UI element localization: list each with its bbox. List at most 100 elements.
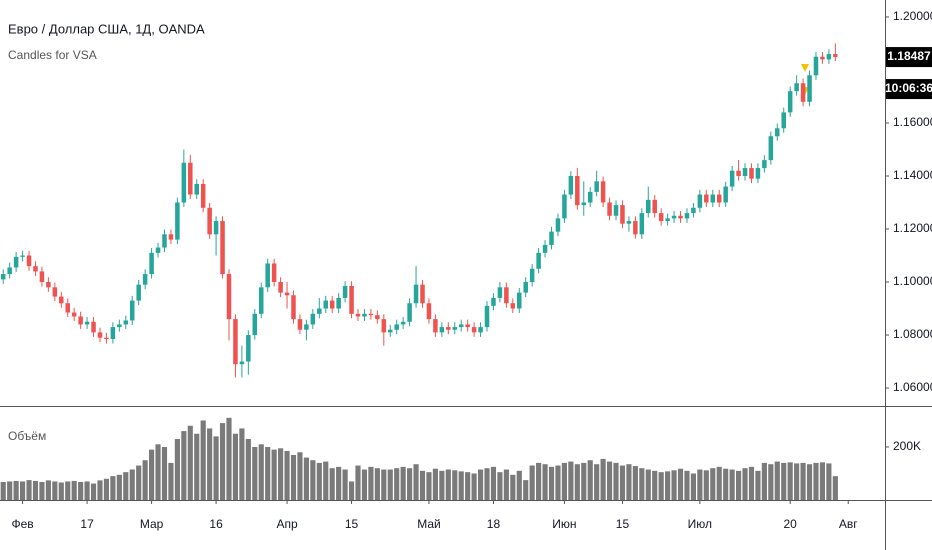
volume-bar xyxy=(290,454,297,500)
candle-body xyxy=(594,181,599,192)
candle-body xyxy=(497,287,503,298)
candle-body xyxy=(233,319,238,365)
candle-body xyxy=(646,199,651,214)
volume-bar xyxy=(503,469,509,500)
y-tick-label: 1.14000 xyxy=(893,168,932,182)
candle-body xyxy=(723,186,728,203)
volume-bar xyxy=(381,469,387,500)
volume-bar xyxy=(181,431,187,500)
volume-bar xyxy=(200,420,206,500)
volume-bar xyxy=(348,481,355,500)
countdown-box xyxy=(886,79,932,100)
candle-body xyxy=(504,287,509,304)
volume-bar xyxy=(774,461,780,500)
volume-bar xyxy=(155,444,161,500)
candle-body xyxy=(207,207,212,235)
volume-bar xyxy=(768,464,774,500)
volume-bar xyxy=(71,480,77,500)
candle-body xyxy=(136,284,141,301)
candle-body xyxy=(13,256,19,268)
candle-body xyxy=(446,327,451,330)
candle-body xyxy=(362,313,367,317)
candle-body xyxy=(284,292,290,296)
candle-body xyxy=(310,313,316,325)
candle-body xyxy=(71,312,77,317)
candle-body xyxy=(104,337,109,340)
y-tick-label: 1.20000 xyxy=(893,9,932,23)
candle-body xyxy=(368,313,374,316)
candle-body xyxy=(568,175,574,195)
volume-bar xyxy=(19,481,26,500)
candle-body xyxy=(704,194,709,203)
y-tick-label: 1.10000 xyxy=(893,274,932,288)
volume-bar xyxy=(84,481,90,500)
candle-body xyxy=(826,54,832,60)
volume-bar xyxy=(303,457,309,500)
countdown-label: 10:06:36 xyxy=(885,81,932,95)
volume-bar xyxy=(510,474,516,500)
x-tick-label: 18 xyxy=(487,517,501,531)
candle-body xyxy=(658,213,664,222)
volume-bar xyxy=(323,461,329,500)
volume-bar xyxy=(0,481,6,500)
volume-bar xyxy=(729,469,735,500)
volume-bar xyxy=(52,481,58,500)
x-tick-label: 15 xyxy=(616,517,630,531)
candle-body xyxy=(775,128,780,137)
volume-bar xyxy=(439,470,445,500)
x-tick-label: Фев xyxy=(11,517,33,531)
candle-body xyxy=(587,191,593,203)
volume-bar xyxy=(387,469,393,500)
volume-bar xyxy=(413,464,419,500)
candle-body xyxy=(39,271,45,283)
volume-bar xyxy=(129,469,135,500)
candle-body xyxy=(413,284,419,304)
volume-bar xyxy=(445,469,451,500)
candle-body xyxy=(271,263,277,283)
candle-body xyxy=(162,234,167,248)
volume-bar xyxy=(78,481,84,500)
candle-body xyxy=(542,244,548,253)
candle-body xyxy=(329,300,335,309)
volume-bar xyxy=(587,460,593,500)
candle-body xyxy=(620,205,625,224)
candle-body xyxy=(575,175,580,206)
candle-body xyxy=(65,303,70,313)
candle-body xyxy=(168,234,174,240)
volume-bar xyxy=(639,468,645,500)
volume-bar xyxy=(613,462,619,500)
volume-bar xyxy=(787,462,793,500)
candle-body xyxy=(458,324,464,328)
candle-body xyxy=(536,252,541,269)
candle-body xyxy=(110,327,116,340)
candle-body xyxy=(781,112,786,129)
volume-bar xyxy=(207,428,213,500)
volume-bar xyxy=(458,471,464,500)
volume-bar xyxy=(710,468,716,500)
candle-body xyxy=(220,221,225,275)
candle-body xyxy=(762,160,767,169)
volume-bar xyxy=(426,472,432,500)
volume-bar xyxy=(548,466,555,500)
volume-bar xyxy=(32,480,39,500)
volume-bar xyxy=(26,480,32,500)
volume-bar xyxy=(149,449,155,500)
volume-bar xyxy=(394,468,400,500)
candle-body xyxy=(807,75,812,102)
candle-body xyxy=(258,287,264,314)
x-tick-label: Май xyxy=(417,517,441,531)
candle-body xyxy=(549,231,554,245)
y-tick-label: 1.06000 xyxy=(893,380,932,394)
candle-body xyxy=(188,162,193,195)
candle-body xyxy=(433,319,438,333)
candle-body xyxy=(833,54,838,57)
y-tick-label: 1.12000 xyxy=(893,221,932,235)
volume-bar xyxy=(529,465,535,500)
candle-body xyxy=(471,327,477,333)
candle-body xyxy=(200,183,206,208)
volume-bar xyxy=(523,480,529,500)
candle-body xyxy=(794,83,799,92)
candle-body xyxy=(239,361,245,365)
volume-bar xyxy=(316,462,322,500)
